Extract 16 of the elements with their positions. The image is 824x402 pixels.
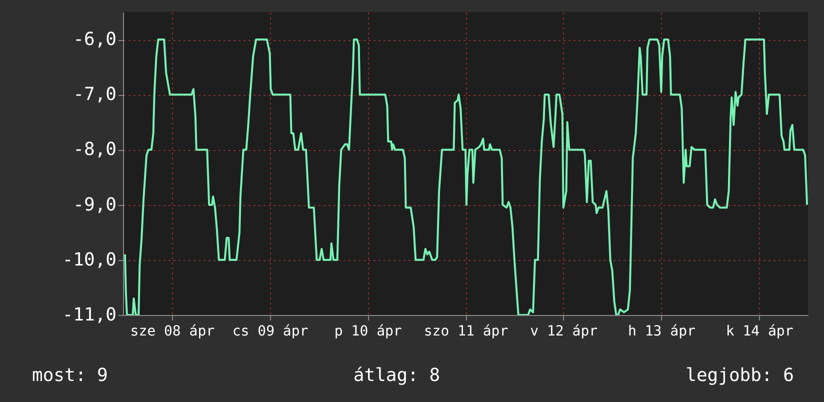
x-tick-label: szo 11 ápr — [424, 324, 508, 340]
x-tick-label: h 13 ápr — [628, 324, 696, 340]
x-tick-label: k 14 ápr — [726, 324, 794, 340]
x-tick-label: p 10 ápr — [334, 324, 402, 340]
x-tick-label: v 12 ápr — [530, 324, 598, 340]
text: átlag: 8 — [353, 365, 440, 386]
y-tick-label: -11,0 — [62, 304, 116, 326]
y-tick-label: -10,0 — [62, 249, 116, 270]
x-tick-label: sze 08 ápr — [130, 324, 215, 340]
text: most: 9 — [32, 365, 108, 386]
y-tick-label: -8,0 — [73, 139, 116, 160]
text: legjobb: 6 — [686, 365, 794, 386]
y-tick-label: -9,0 — [73, 194, 116, 216]
y-tick-label: -7,0 — [73, 84, 116, 106]
x-tick-label: cs 09 ápr — [232, 324, 308, 340]
y-tick-label: -6,0 — [73, 29, 116, 50]
